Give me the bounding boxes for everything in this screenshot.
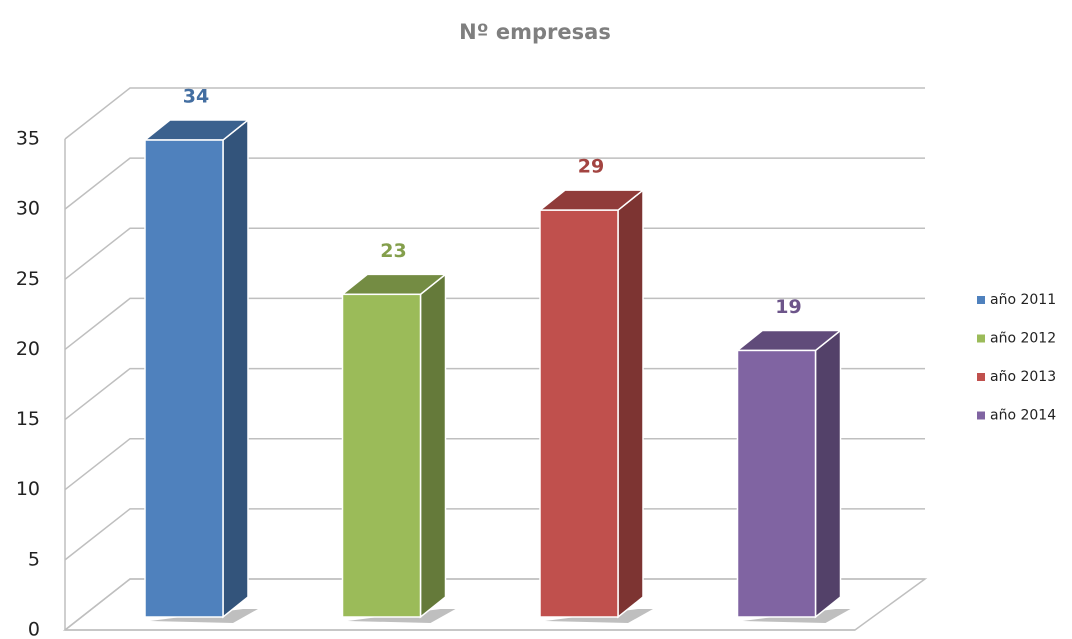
legend-label: año 2011 [990,292,1056,308]
y-tick-label: 20 [16,338,40,360]
legend-swatch [977,334,985,343]
bar-side [222,118,249,619]
bar-side [419,272,447,619]
bar-side [814,328,842,619]
y-tick-label: 0 [28,619,40,639]
grid-line [64,87,925,140]
bar [341,293,422,618]
data-label: 34 [183,86,209,108]
data-label: 23 [380,240,406,262]
legend-label: año 2014 [990,408,1056,424]
legend-label: año 2012 [990,331,1056,347]
data-label: 19 [775,296,801,318]
grid-line [64,508,925,561]
y-tick-label: 10 [16,478,40,500]
legend-label: año 2013 [990,369,1056,385]
chart-title: Nº empresas [459,20,611,44]
legend-swatch [977,296,985,304]
grid-line [64,227,925,280]
y-tick-label: 5 [28,548,40,570]
legend-swatch [977,373,985,381]
bar [144,139,224,618]
bar [539,209,619,618]
data-label: 29 [578,156,604,178]
legend-swatch [977,411,985,420]
y-tick-label: 15 [16,408,40,430]
bar-side [617,188,644,619]
y-tick-label: 35 [16,128,40,150]
y-tick-label: 30 [16,198,40,220]
grid-line [64,157,925,210]
grid-line [64,297,925,351]
y-tick-label: 25 [16,268,40,290]
grid-line [64,437,925,491]
grid-line [64,578,925,631]
bar [736,349,817,618]
grid-line [64,367,925,421]
